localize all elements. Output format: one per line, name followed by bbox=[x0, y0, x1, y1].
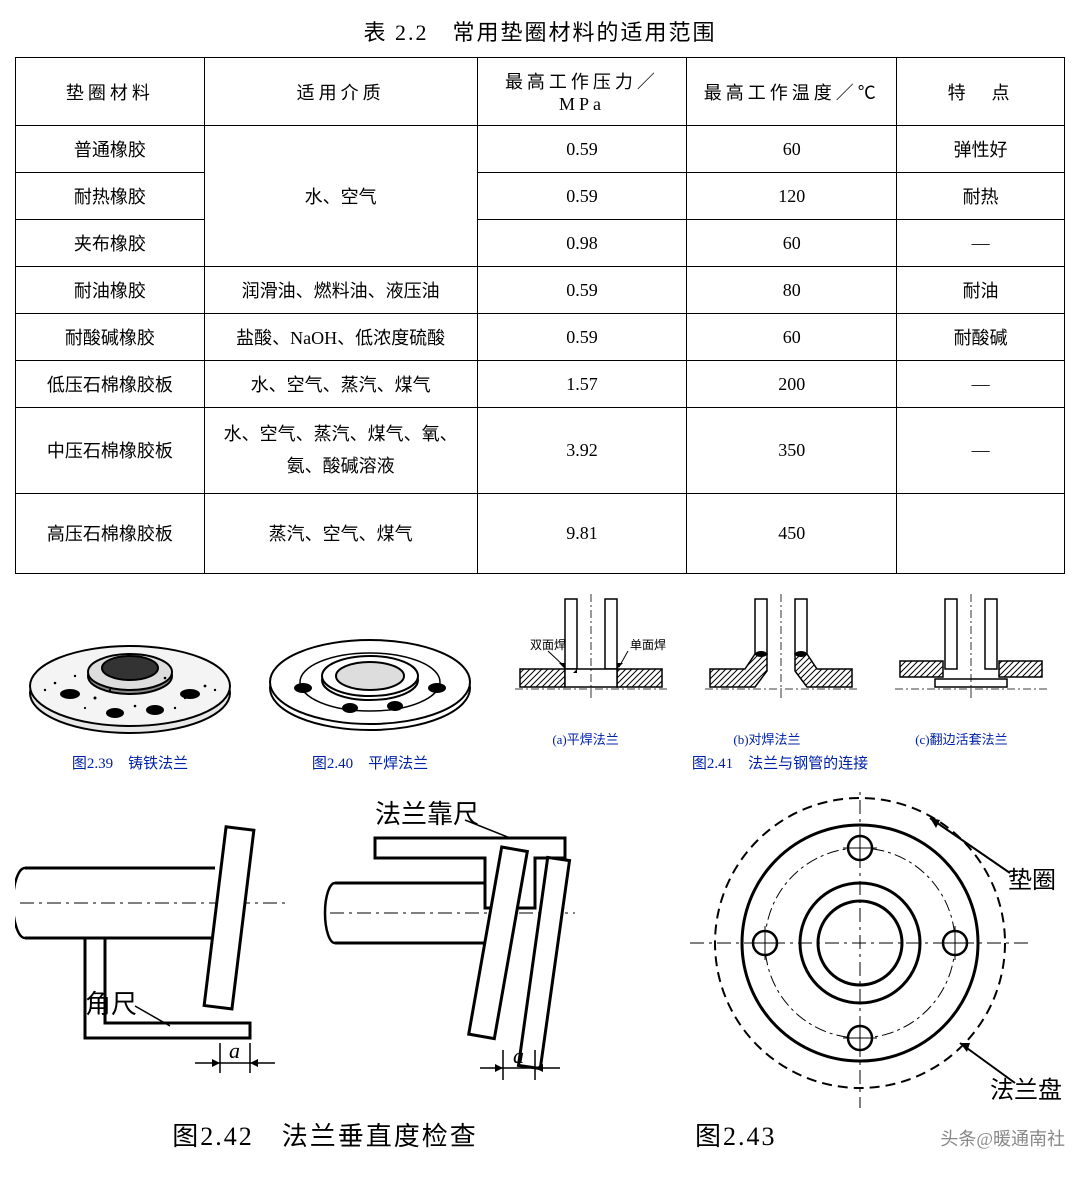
cell: 盐酸、NaOH、低浓度硫酸 bbox=[204, 314, 477, 361]
cell: 9.81 bbox=[477, 493, 687, 573]
table-row: 普通橡胶 水、空气 0.59 60 弹性好 bbox=[16, 126, 1065, 173]
cell: 耐酸碱 bbox=[897, 314, 1065, 361]
cell: — bbox=[897, 361, 1065, 408]
caption-242: 图2.42 法兰垂直度检查 bbox=[15, 1116, 635, 1153]
cell: 水、空气、蒸汽、煤气、氧、氨、酸碱溶液 bbox=[204, 408, 477, 494]
subcaption-241b: (b)对焊法兰 bbox=[733, 729, 800, 748]
th-material: 垫圈材料 bbox=[16, 58, 205, 126]
cell: 3.92 bbox=[477, 408, 687, 494]
cell: 中压石棉橡胶板 bbox=[16, 408, 205, 494]
cell: 350 bbox=[687, 408, 897, 494]
label-angle-square: 角尺 bbox=[85, 990, 137, 1019]
cell: 0.98 bbox=[477, 220, 687, 267]
label-flange-ruler: 法兰靠尺 bbox=[375, 800, 479, 829]
table-row: 高压石棉橡胶板 蒸汽、空气、煤气 9.81 450 bbox=[16, 493, 1065, 573]
table-row: 耐油橡胶 润滑油、燃料油、液压油 0.59 80 耐油 bbox=[16, 267, 1065, 314]
table-row: 中压石棉橡胶板 水、空气、蒸汽、煤气、氧、氨、酸碱溶液 3.92 350 — bbox=[16, 408, 1065, 494]
table-header-row: 垫圈材料 适用介质 最高工作压力／MPa 最高工作温度／℃ 特 点 bbox=[16, 58, 1065, 126]
cell: 耐酸碱橡胶 bbox=[16, 314, 205, 361]
th-feature: 特 点 bbox=[897, 58, 1065, 126]
cell: — bbox=[897, 408, 1065, 494]
table-row: 低压石棉橡胶板 水、空气、蒸汽、煤气 1.57 200 — bbox=[16, 361, 1065, 408]
label-flange-disc: 法兰盘 bbox=[990, 1077, 1062, 1104]
caption-241: 图2.41 法兰与钢管的连接 bbox=[495, 752, 1065, 773]
table-title: 表 2.2 常用垫圈材料的适用范围 bbox=[15, 15, 1065, 47]
watermark: 头条@暖通南社 bbox=[940, 1125, 1065, 1151]
cell: 夹布橡胶 bbox=[16, 220, 205, 267]
gasket-table: 垫圈材料 适用介质 最高工作压力／MPa 最高工作温度／℃ 特 点 普通橡胶 水… bbox=[15, 57, 1065, 574]
th-temp: 最高工作温度／℃ bbox=[687, 58, 897, 126]
caption-239: 图2.39 铸铁法兰 bbox=[15, 752, 245, 773]
cell: 耐油橡胶 bbox=[16, 267, 205, 314]
table-row: 夹布橡胶 0.98 60 — bbox=[16, 220, 1065, 267]
figure-242: 角尺 a 法兰靠尺 bbox=[15, 788, 635, 1153]
cell: 120 bbox=[687, 173, 897, 220]
subcaption-241a: (a)平焊法兰 bbox=[552, 729, 618, 748]
cell: 0.59 bbox=[477, 267, 687, 314]
cell: 耐油 bbox=[897, 267, 1065, 314]
label-single-weld: 单面焊 bbox=[630, 637, 666, 652]
subcaption-241c: (c)翻边活套法兰 bbox=[915, 729, 1007, 748]
caption-240: 图2.40 平焊法兰 bbox=[255, 752, 485, 773]
figure-240: 图2.40 平焊法兰 bbox=[255, 598, 485, 773]
label-a-right: a bbox=[513, 1043, 524, 1068]
cell: 耐热橡胶 bbox=[16, 173, 205, 220]
figure-239: 图2.39 铸铁法兰 bbox=[15, 598, 245, 773]
caption-243: 图2.43 bbox=[695, 1116, 777, 1153]
figure-243: 垫圈 法兰盘 图2.43 头条@暖通南社 bbox=[655, 788, 1065, 1153]
cell: 60 bbox=[687, 126, 897, 173]
cell: 0.59 bbox=[477, 314, 687, 361]
cell: 1.57 bbox=[477, 361, 687, 408]
cell: 0.59 bbox=[477, 126, 687, 173]
cell: 润滑油、燃料油、液压油 bbox=[204, 267, 477, 314]
table-row: 耐酸碱橡胶 盐酸、NaOH、低浓度硫酸 0.59 60 耐酸碱 bbox=[16, 314, 1065, 361]
cell: 200 bbox=[687, 361, 897, 408]
cell: 60 bbox=[687, 220, 897, 267]
table-row: 耐热橡胶 0.59 120 耐热 bbox=[16, 173, 1065, 220]
cell: 水、空气 bbox=[204, 126, 477, 267]
cell: 高压石棉橡胶板 bbox=[16, 493, 205, 573]
cell: 0.59 bbox=[477, 173, 687, 220]
cell: 蒸汽、空气、煤气 bbox=[204, 493, 477, 573]
cell bbox=[897, 493, 1065, 573]
cell: 80 bbox=[687, 267, 897, 314]
th-medium: 适用介质 bbox=[204, 58, 477, 126]
cell: — bbox=[897, 220, 1065, 267]
cell: 低压石棉橡胶板 bbox=[16, 361, 205, 408]
label-double-weld: 双面焊 bbox=[530, 637, 566, 652]
cell: 水、空气、蒸汽、煤气 bbox=[204, 361, 477, 408]
th-pressure: 最高工作压力／MPa bbox=[477, 58, 687, 126]
cell: 弹性好 bbox=[897, 126, 1065, 173]
label-gasket: 垫圈 bbox=[1008, 867, 1056, 894]
cell: 耐热 bbox=[897, 173, 1065, 220]
label-a-left: a bbox=[229, 1038, 240, 1063]
cell: 普通橡胶 bbox=[16, 126, 205, 173]
cell: 60 bbox=[687, 314, 897, 361]
cell: 450 bbox=[687, 493, 897, 573]
figure-241: 双面焊 单面焊 bbox=[495, 589, 1065, 773]
